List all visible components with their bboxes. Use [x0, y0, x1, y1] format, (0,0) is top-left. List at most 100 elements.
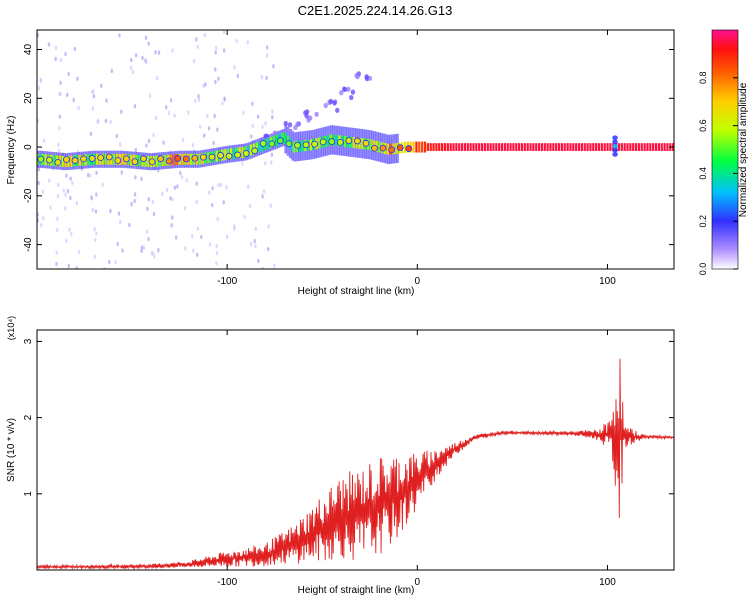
spectrogram-branch-blob [328, 98, 334, 104]
spectrogram-speckle [208, 242, 212, 247]
spectrogram-speckle [77, 105, 80, 111]
spectrogram-ridge-cell [589, 143, 592, 151]
spectrogram-ridge-cell [258, 141, 261, 153]
spectrogram-speckle [141, 55, 144, 61]
spectrogram-speckle [114, 260, 117, 265]
spectrogram-speckle [171, 197, 174, 202]
spectrogram-speckle [155, 75, 159, 81]
spectrogram-peak [396, 144, 404, 152]
spectrogram-ridge-cell [255, 142, 258, 154]
spectrogram-speckle [154, 115, 158, 121]
spectrogram-speckle [140, 248, 143, 254]
spectrogram-ridge-cell [529, 143, 532, 151]
spectrogram-branch-blob [342, 86, 348, 93]
spectrogram-ridge-cell [309, 139, 313, 151]
spectrogram-speckle [171, 48, 174, 53]
spectrogram-branch-blob [364, 74, 369, 80]
spectrogram-speckle [140, 245, 144, 250]
spectrogram-ridge-cell [623, 143, 626, 151]
spectrogram-peak [319, 138, 327, 146]
spectrogram-speckle [66, 189, 70, 194]
spectrogram-speckle [173, 185, 177, 190]
spectrogram-speckle [162, 140, 165, 145]
spectrogram-ridge-cell [130, 154, 133, 166]
spectrogram-speckle [206, 114, 209, 119]
spectrogram-ridge-cell [595, 143, 598, 151]
spectrogram-ridge-cell [520, 143, 524, 151]
colorbar-tick-label: 0.4 [698, 167, 708, 180]
spectrogram-speckle [109, 208, 112, 214]
spectrogram-speckle [271, 109, 274, 114]
spectrogram-ridge-cell [138, 155, 141, 167]
spectrogram-speckle [194, 98, 197, 103]
spectrogram-speckle [257, 258, 260, 264]
spectrogram-ridge-cell [215, 150, 218, 162]
spectrogram-peak [105, 153, 113, 161]
spectrogram-branch-blob [287, 122, 293, 128]
spectrogram-speckle [69, 176, 72, 181]
spectrogram-ridge-cell [87, 154, 90, 166]
spectrogram-speckle [145, 229, 149, 234]
spectrogram-ridge-cell [643, 143, 646, 151]
spectrogram-ridge-cell [557, 143, 561, 151]
spectrogram-ridge-cell [518, 143, 521, 151]
spectrogram-speckle [147, 41, 150, 46]
spectrogram-speckle [72, 97, 75, 103]
spectrogram-burst [612, 147, 618, 153]
spectrogram-ridge-cell [432, 143, 435, 151]
spectrogram-speckle [92, 94, 96, 99]
spectrogram-ridge-cell [198, 153, 201, 165]
spectrogram-speckle [214, 50, 217, 55]
colorbar-gradient [711, 29, 739, 270]
spectrogram-speckle [152, 211, 156, 217]
spectrogram-speckle [161, 191, 164, 196]
spectrogram-peak [63, 156, 70, 163]
spectrogram-ridge-cell [540, 143, 544, 151]
spectrogram-speckle [39, 77, 42, 83]
snr-x-tick-label: -100 [217, 577, 237, 588]
spectrogram-ridge-cell [606, 143, 609, 151]
spectrogram-ridge-cell [649, 143, 652, 151]
spectrogram-panel: -100 0 100 -40 -20 0 20 40 Height of straight l… [6, 29, 675, 297]
spectrogram-speckle [261, 194, 264, 199]
spectrogram-ridge-cell [121, 153, 124, 165]
spectrogram-speckle [215, 243, 218, 249]
spectrogram-speckle [242, 110, 245, 115]
spectrogram-ridge-cell [421, 141, 424, 153]
spectrogram-peak [311, 140, 319, 148]
spectrogram-ridge-cell [506, 143, 509, 151]
spectrogram-speckle [69, 231, 73, 237]
spectrogram-speckle [211, 186, 214, 191]
spectrogram-speckle [58, 125, 61, 131]
spectrogram-speckle [94, 237, 97, 243]
spectrogram-speckle [120, 170, 123, 175]
spectrogram-peak [336, 138, 344, 146]
spectrogram-peak [174, 155, 182, 162]
colorbar-tick-label: 0.0 [698, 263, 708, 276]
spectrogram-ridge-cell [583, 143, 586, 151]
spectrogram-halo [85, 151, 89, 169]
spectrogram-ridge-cell [435, 143, 438, 151]
colorbar-tick-label: 0.2 [698, 215, 708, 228]
colorbar-tick-label: 0.8 [698, 72, 708, 85]
spectrogram-ridge-cell [429, 143, 432, 151]
spectrogram-branch-blob [350, 89, 356, 95]
spectrogram-speckle [196, 44, 200, 50]
spectrogram-ridge-cell [466, 143, 469, 151]
spectrogram-speckle [71, 180, 74, 186]
spectrogram-speckle [190, 234, 194, 239]
spectrogram-y-tick-label: 20 [23, 92, 34, 104]
spectrogram-speckle [251, 123, 254, 128]
spectrogram-ridge-cell [463, 143, 467, 151]
spectrogram-ridge-cell [446, 143, 449, 151]
snr-y-tick-label: 1 [23, 491, 34, 497]
spectrogram-speckle [134, 53, 138, 58]
spectrogram-ridge-cell [549, 143, 552, 151]
spectrogram-ridge-cell [423, 141, 427, 153]
spectrogram-speckle [195, 252, 199, 257]
spectrogram-ridge-cell [609, 143, 612, 151]
spectrogram-ridge-cell [537, 143, 541, 151]
spectrogram-branch-blob [354, 72, 359, 79]
spectrogram-speckle [66, 92, 69, 98]
spectrogram-speckle [94, 209, 98, 214]
